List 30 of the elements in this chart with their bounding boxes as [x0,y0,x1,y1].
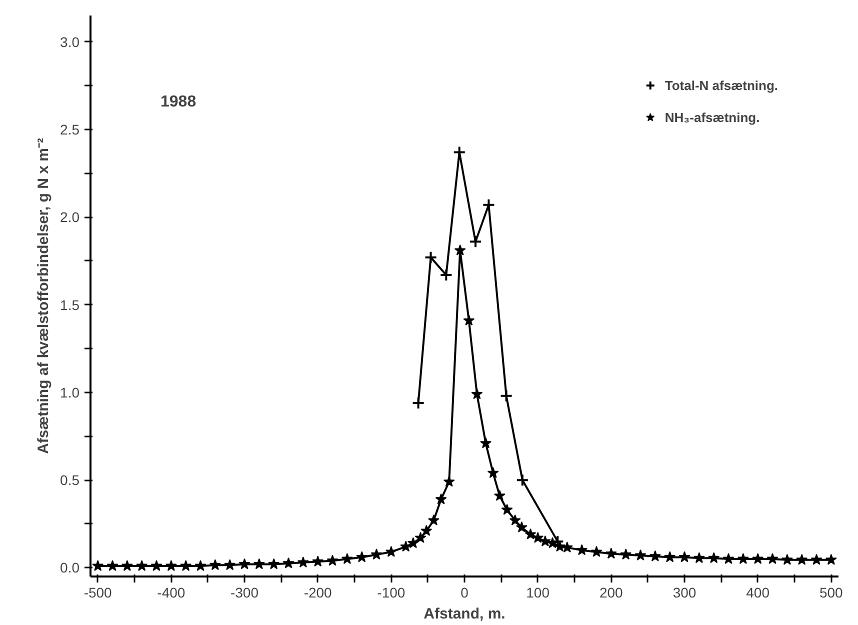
point [482,198,496,212]
y-axis-title: Afsætning af kvælstofforbindelser, g N x m⁻² [35,138,52,454]
y-tick-label: 3.0 [60,34,80,50]
annotation: 1988 [160,94,196,110]
y-tick-label: 1.5 [60,296,80,313]
point [469,235,482,248]
x-tick-label: 400 [746,584,770,600]
y-tick-label: 0.5 [60,472,80,488]
x-tick-label: 100 [526,584,550,600]
point [500,389,513,402]
x-tick-label: 200 [599,584,624,600]
y-tick-label: 2.0 [60,209,80,226]
legend-label: NH₃-afsætning. [664,110,760,124]
x-axis-title: Afstand, m. [424,606,506,622]
y-tick-label: 1.0 [60,384,80,400]
point [412,396,425,410]
x-tick-label: -500 [84,584,112,600]
x-tick-label: -300 [230,584,259,600]
x-tick-label: -200 [304,584,332,600]
point [440,268,453,282]
x-tick-label: 300 [672,584,696,600]
x-tick-label: 0 [460,584,469,600]
point [516,474,529,487]
x-tick-label: 500 [819,584,844,600]
y-tick-label: 2.5 [60,121,80,138]
x-tick-label: -400 [157,584,186,600]
x-tick-label: -100 [377,584,406,600]
y-tick-label: 0.0 [60,560,80,576]
point [424,250,438,264]
legend-label: Total-N afsætning. [664,78,778,92]
